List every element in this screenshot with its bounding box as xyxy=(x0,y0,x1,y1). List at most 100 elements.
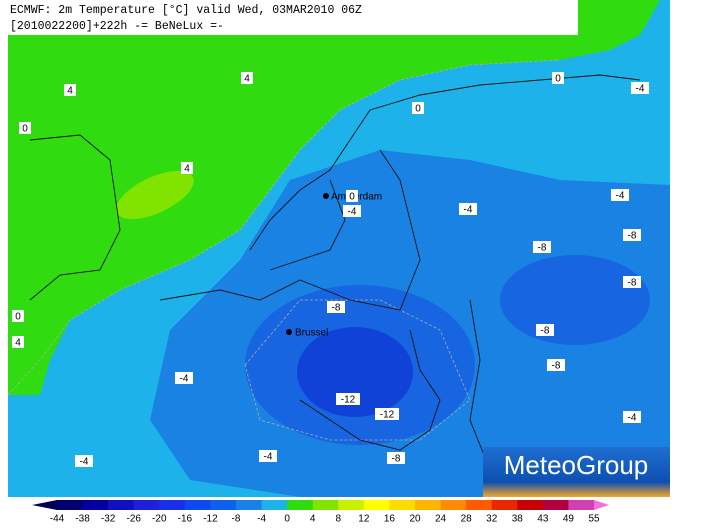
contour-label-box xyxy=(536,324,554,336)
colorbar: -44 -38 -32 -26 -20 -16 -12 -8 -4 0 4 8 12 16 20 24 28 32… xyxy=(32,500,609,525)
logo-box xyxy=(483,447,670,497)
colorbar-cell xyxy=(389,500,416,510)
contour-label-box xyxy=(611,189,629,201)
contour-label: 4 xyxy=(15,338,21,349)
contour-label: -4 xyxy=(636,84,645,95)
contour-label-box xyxy=(623,276,641,288)
contour-label: -4 xyxy=(80,457,89,468)
contour-label: 0 xyxy=(415,104,421,115)
colorbar-label: 8 xyxy=(336,514,342,525)
colorbar-label: -4 xyxy=(257,514,266,525)
colorbar-cell xyxy=(57,500,84,510)
contour-label: -12 xyxy=(341,395,356,406)
contour-label-box xyxy=(64,84,76,96)
colorbar-cell xyxy=(440,500,467,510)
contour-label: 0 xyxy=(22,124,28,135)
contour-label: -4 xyxy=(348,207,357,218)
city-label: Brussel xyxy=(295,328,328,339)
colorbar-label: -32 xyxy=(101,514,116,525)
colorbar-label: 55 xyxy=(588,514,600,525)
colorbar-cell xyxy=(568,500,595,510)
colorbar-cell xyxy=(542,500,569,510)
contour-label-box xyxy=(12,310,24,322)
contour-label-box xyxy=(19,122,31,134)
colorbar-cell xyxy=(491,500,518,510)
contour-label: -12 xyxy=(380,410,395,421)
header-line: ECMWF: 2m Temperature [°C] valid Wed, 03… xyxy=(10,4,362,17)
colorbar-cell xyxy=(415,500,442,510)
contour-label: 0 xyxy=(349,192,355,203)
contour-label-box xyxy=(623,411,641,423)
colorbar-label: 32 xyxy=(486,514,498,525)
contour-label: 4 xyxy=(244,74,250,85)
colorbar-cell xyxy=(133,500,160,510)
contour-label: -8 xyxy=(552,361,561,372)
contour-label-box xyxy=(336,393,360,405)
city-dot xyxy=(286,329,292,335)
contour-label: -8 xyxy=(538,243,547,254)
contour-label-box xyxy=(241,72,253,84)
contour-label: -4 xyxy=(264,452,273,463)
colorbar-arrow xyxy=(32,500,57,510)
colorbar-cell xyxy=(82,500,109,510)
contour-label-box xyxy=(343,205,361,217)
colorbar-cell xyxy=(363,500,390,510)
colorbar-cell xyxy=(159,500,186,510)
colorbar-label: -20 xyxy=(152,514,167,525)
contour-label: -8 xyxy=(332,303,341,314)
city-dot xyxy=(323,193,329,199)
colorbar-label: 24 xyxy=(435,514,447,525)
contour-label-box xyxy=(75,455,93,467)
colorbar-cell xyxy=(210,500,237,510)
colorbar-label: 20 xyxy=(409,514,421,525)
contour-label: -4 xyxy=(464,205,473,216)
contour-label-box xyxy=(387,452,405,464)
contour-label: -4 xyxy=(180,374,189,385)
colorbar-label: 28 xyxy=(461,514,473,525)
colorbar-cell xyxy=(236,500,263,510)
colorbar-label: -44 xyxy=(50,514,65,525)
contour-label-box xyxy=(631,82,649,94)
colorbar-label: -26 xyxy=(126,514,141,525)
colorbar-cell xyxy=(338,500,365,510)
contour-label-box xyxy=(412,102,424,114)
header-line: [2010022200]+222h -= BeNeLux =- xyxy=(10,20,224,33)
contour-label-box xyxy=(175,372,193,384)
contour-label-box xyxy=(375,408,399,420)
colorbar-label: 0 xyxy=(284,514,290,525)
contour-label-box xyxy=(533,241,551,253)
colorbar-label: 12 xyxy=(358,514,370,525)
contour-label-box xyxy=(181,162,193,174)
contour-label-box xyxy=(459,203,477,215)
contour-label: -8 xyxy=(392,454,401,465)
contour-label-box xyxy=(12,336,24,348)
colorbar-label: 16 xyxy=(384,514,396,525)
contour-label: 4 xyxy=(67,86,73,97)
colorbar-cell xyxy=(184,500,211,510)
colorbar-cell xyxy=(287,500,314,510)
contour-label: -4 xyxy=(616,191,625,202)
contour-label-box xyxy=(547,359,565,371)
colorbar-label: -38 xyxy=(75,514,90,525)
colorbar-arrow xyxy=(594,500,609,510)
contour-label-box xyxy=(327,301,345,313)
colorbar-cell xyxy=(517,500,544,510)
colorbar-label: -16 xyxy=(178,514,193,525)
contour-label-box xyxy=(552,72,564,84)
logo: MeteoGroup xyxy=(504,450,649,480)
colorbar-label: 4 xyxy=(310,514,316,525)
contour-label-box xyxy=(259,450,277,462)
colorbar-cell xyxy=(108,500,135,510)
contour-label: 0 xyxy=(15,312,21,323)
map-field xyxy=(8,0,670,497)
contour-label: -8 xyxy=(628,278,637,289)
colorbar-cell xyxy=(312,500,339,510)
contour-label-box xyxy=(623,229,641,241)
contour-label-box xyxy=(346,190,358,202)
colorbar-label: -12 xyxy=(203,514,218,525)
contour-label: -8 xyxy=(541,326,550,337)
colorbar-label: -8 xyxy=(232,514,241,525)
contour-label: 0 xyxy=(555,74,561,85)
colorbar-label: 43 xyxy=(537,514,549,525)
colorbar-label: 49 xyxy=(563,514,575,525)
